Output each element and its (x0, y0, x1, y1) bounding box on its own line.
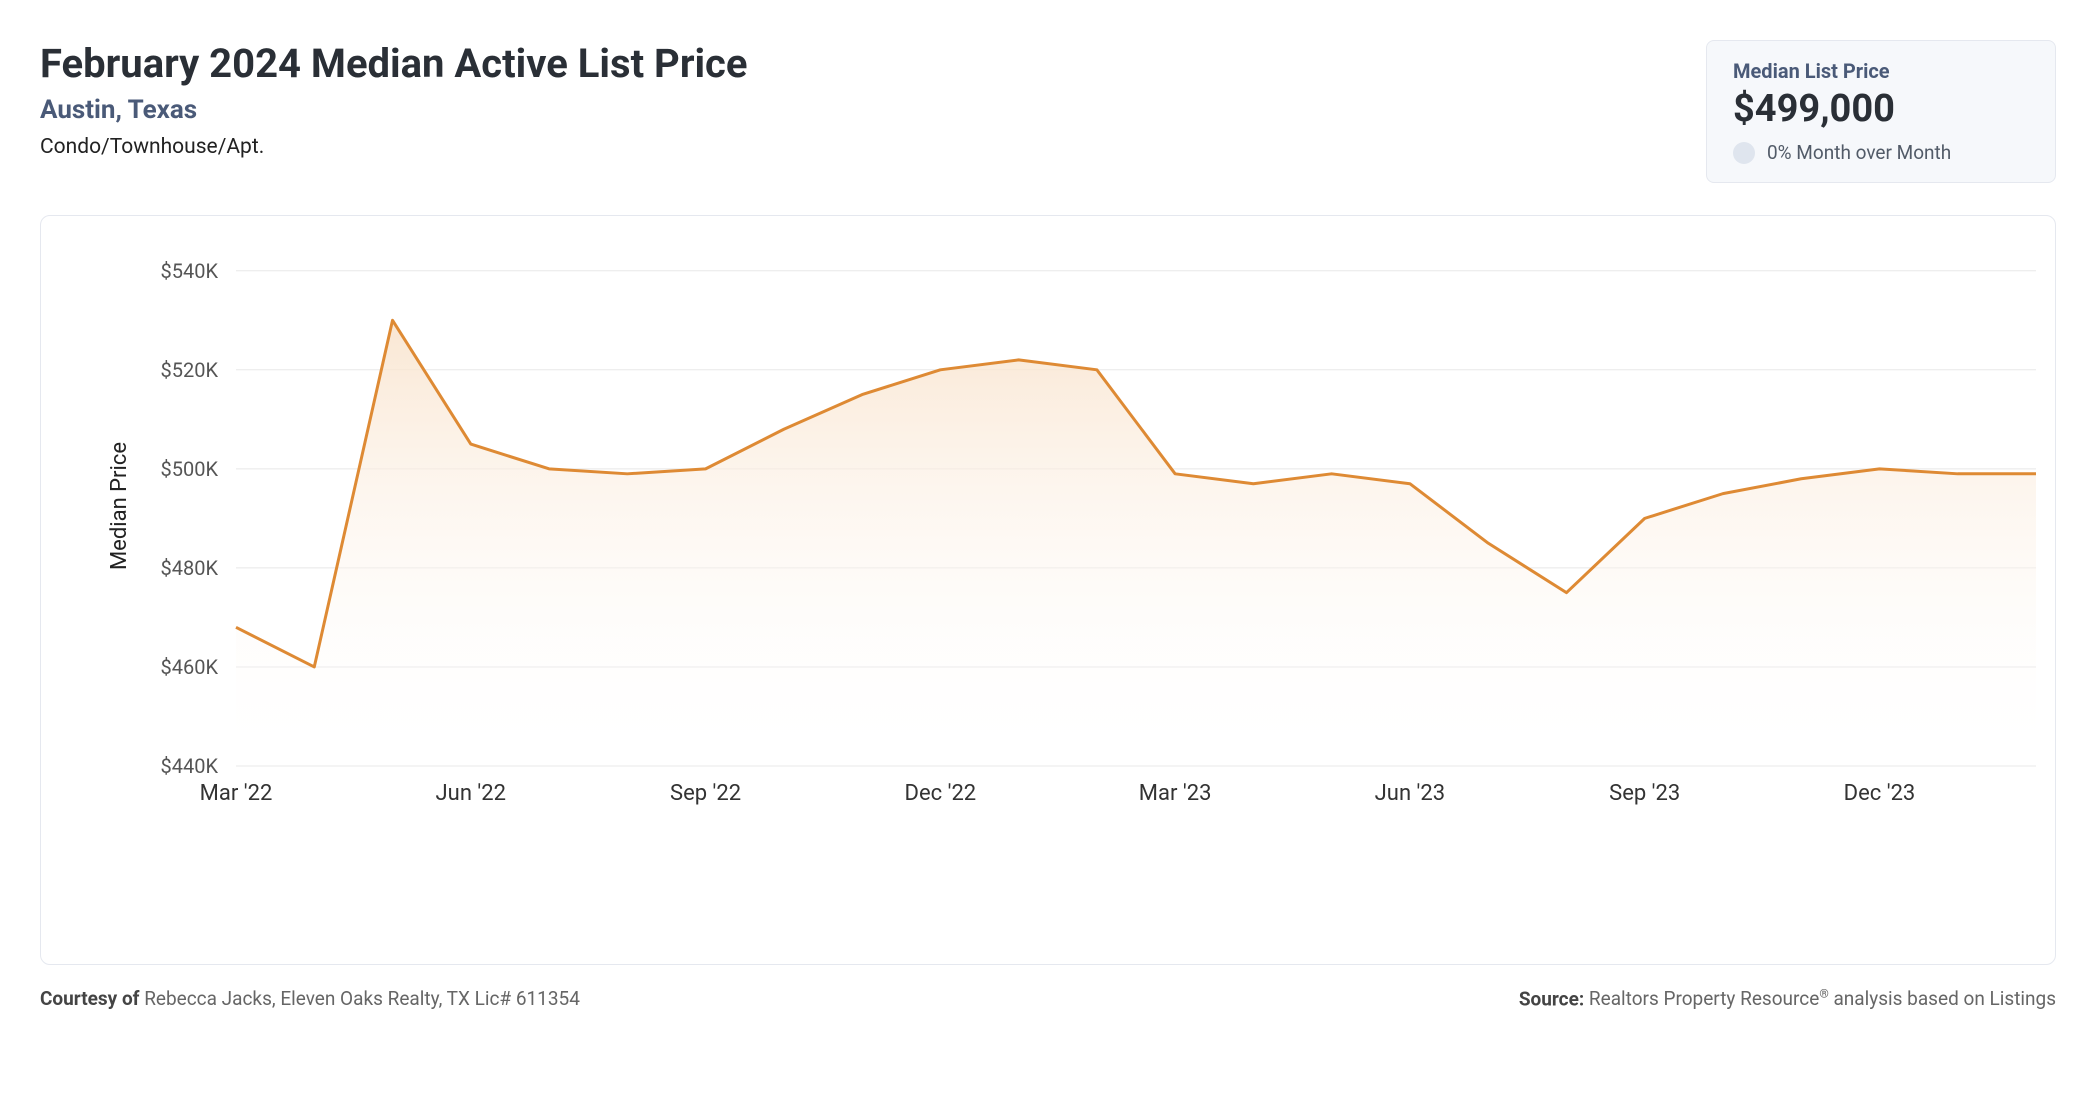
svg-text:$480K: $480K (160, 556, 218, 580)
footer-right: Source: Realtors Property Resource® anal… (1519, 987, 2056, 1010)
footer-right-label: Source: (1519, 987, 1589, 1010)
footer-left-value: Rebecca Jacks, Eleven Oaks Realty, TX Li… (144, 987, 580, 1010)
footer-row: Courtesy of Rebecca Jacks, Eleven Oaks R… (40, 987, 2056, 1010)
kpi-change-dot-icon (1733, 142, 1755, 164)
svg-text:$520K: $520K (160, 358, 218, 382)
footer-right-value: Realtors Property Resource® analysis bas… (1589, 987, 2056, 1010)
svg-text:Jun '23: Jun '23 (1375, 781, 1445, 806)
kpi-card: Median List Price $499,000 0% Month over… (1706, 40, 2056, 183)
svg-text:$500K: $500K (160, 457, 218, 481)
kpi-value: $499,000 (1733, 87, 2029, 131)
header-row: February 2024 Median Active List Price A… (40, 40, 2056, 183)
title-block: February 2024 Median Active List Price A… (40, 40, 748, 159)
svg-text:Sep '23: Sep '23 (1609, 781, 1680, 806)
svg-text:Mar '22: Mar '22 (200, 781, 273, 806)
svg-text:Median Price: Median Price (107, 442, 132, 570)
svg-text:Sep '22: Sep '22 (670, 781, 741, 806)
svg-text:Dec '22: Dec '22 (905, 781, 977, 806)
svg-text:$440K: $440K (160, 754, 218, 778)
page-title: February 2024 Median Active List Price (40, 40, 748, 87)
kpi-change-row: 0% Month over Month (1733, 141, 2029, 164)
svg-text:Jun '22: Jun '22 (436, 781, 506, 806)
median-price-chart: $440K $460K $480K $500K $520K $540K Median Pri… (41, 216, 2055, 964)
svg-text:$540K: $540K (160, 259, 218, 283)
kpi-change-text: 0% Month over Month (1767, 141, 1951, 164)
chart-container: $440K $460K $480K $500K $520K $540K Median Pri… (40, 215, 2056, 965)
footer-left-label: Courtesy of (40, 987, 144, 1010)
svg-text:Dec '23: Dec '23 (1844, 781, 1916, 806)
property-type: Condo/Townhouse/Apt. (40, 135, 748, 159)
footer-left: Courtesy of Rebecca Jacks, Eleven Oaks R… (40, 987, 580, 1010)
svg-text:$460K: $460K (160, 655, 218, 679)
svg-text:Mar '23: Mar '23 (1139, 781, 1212, 806)
location-subtitle: Austin, Texas (40, 95, 748, 125)
page-root: February 2024 Median Active List Price A… (0, 0, 2096, 1100)
kpi-label: Median List Price (1733, 59, 2029, 83)
